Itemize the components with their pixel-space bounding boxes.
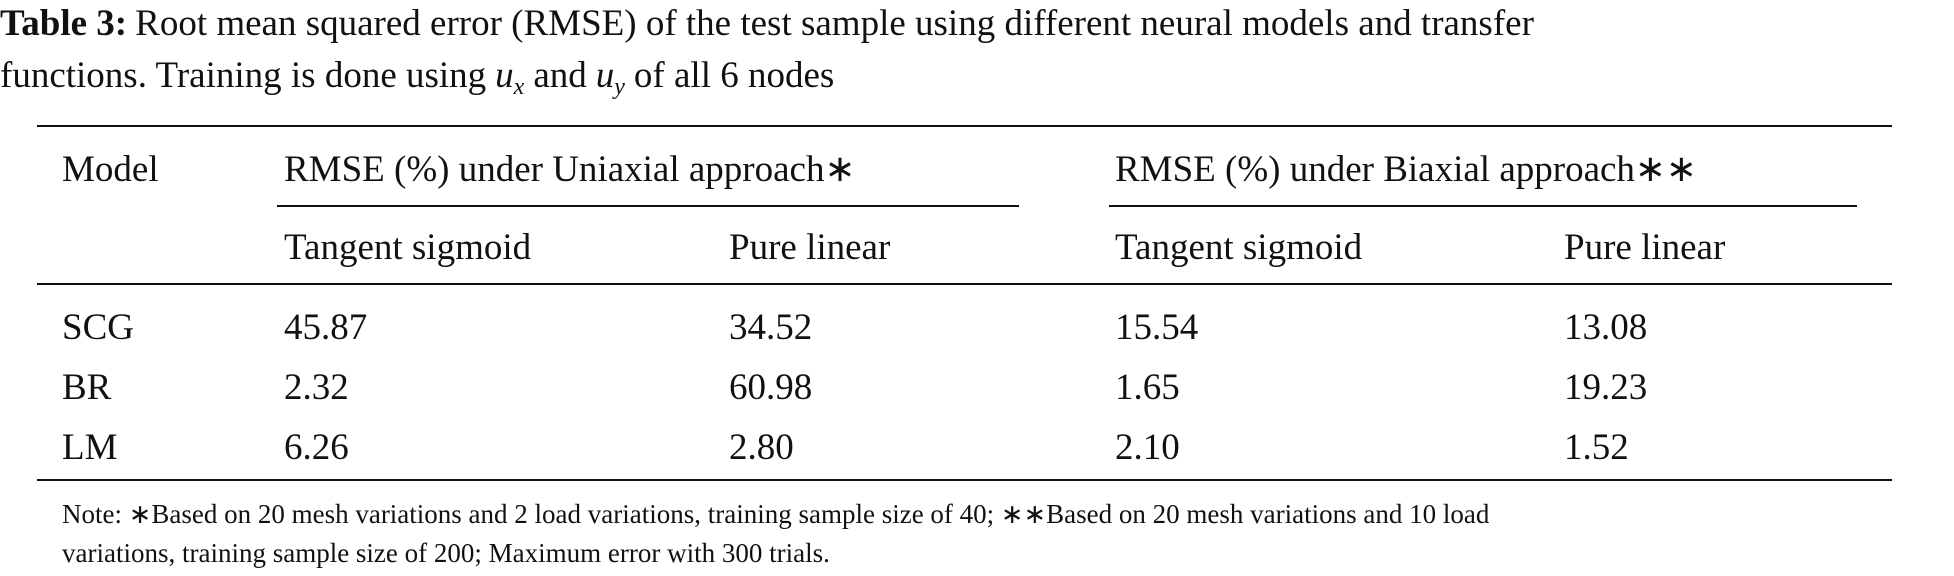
table-cell: 13.08 bbox=[1564, 307, 1647, 348]
table-cell: 6.26 bbox=[284, 427, 349, 468]
group-header: RMSE (%) under Biaxial approach∗∗ bbox=[1115, 149, 1697, 190]
table-cell: 34.52 bbox=[729, 307, 812, 348]
table-cell: 2.80 bbox=[729, 427, 794, 468]
caption-sub: x bbox=[513, 74, 525, 100]
group-header: RMSE (%) under Uniaxial approach∗ bbox=[284, 149, 855, 190]
subheader-cell: Tangent sigmoid bbox=[284, 227, 532, 268]
caption-var: u bbox=[495, 55, 514, 96]
table-cell: 19.23 bbox=[1564, 367, 1647, 408]
caption-text: functions. Training is done using bbox=[0, 55, 486, 96]
table-cell: 60.98 bbox=[729, 367, 812, 408]
table-cell: 1.65 bbox=[1115, 367, 1180, 408]
subheader-cell: Pure linear bbox=[1564, 227, 1725, 268]
note: Note: ∗Based on 20 mesh variations and 2… bbox=[62, 499, 1490, 529]
header-cell: Model bbox=[62, 149, 159, 190]
caption-line: Table 3: Root mean squared error (RMSE) o… bbox=[0, 3, 1534, 44]
row-label: BR bbox=[62, 367, 112, 408]
row-label: SCG bbox=[62, 307, 134, 348]
table-cell: 1.52 bbox=[1564, 427, 1629, 468]
subheader-cell: Pure linear bbox=[729, 227, 890, 268]
caption-line: functions. Training is done using ux and uy… bbox=[0, 55, 834, 100]
table-cell: 2.10 bbox=[1115, 427, 1180, 468]
subheader-cell: Tangent sigmoid bbox=[1115, 227, 1363, 268]
table-cell: 15.54 bbox=[1115, 307, 1198, 348]
caption-text: of all 6 nodes bbox=[634, 55, 834, 96]
table-cell: 2.32 bbox=[284, 367, 349, 408]
row-label: LM bbox=[62, 427, 118, 468]
caption-text: Root mean squared error (RMSE) of the te… bbox=[135, 3, 1534, 44]
caption-sub: y bbox=[612, 74, 625, 100]
table-cell: 45.87 bbox=[284, 307, 367, 348]
caption-text: and bbox=[533, 55, 587, 96]
caption-label: Table 3: bbox=[0, 3, 127, 44]
caption-var: u bbox=[596, 55, 615, 96]
note: variations, training sample size of 200;… bbox=[62, 538, 830, 568]
